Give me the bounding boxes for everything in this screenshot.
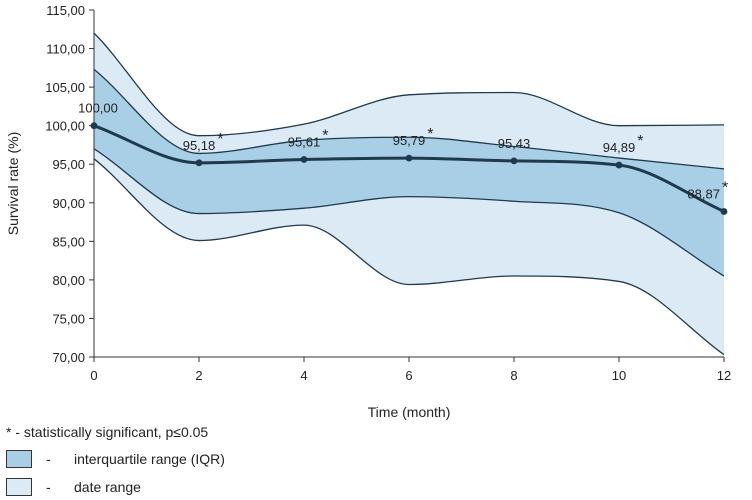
legend-item-range: - date range [6, 476, 225, 498]
y-tick-label: 85,00 [52, 234, 85, 249]
median-point [405, 154, 413, 162]
legend-dash: - [46, 479, 51, 495]
legend-item-iqr: - interquartile range (IQR) [6, 448, 225, 470]
legend-dash: - [46, 451, 51, 467]
y-tick-label: 80,00 [52, 273, 85, 288]
legend-swatch-iqr [6, 450, 32, 468]
data-label: 94,89 [603, 140, 636, 155]
date-range-band-upper-edge [93, 32, 725, 137]
x-tick-label: 8 [510, 368, 517, 383]
y-tick-label: 110,00 [46, 42, 85, 57]
y-tick-label: 95,00 [52, 157, 85, 172]
y-tick-label: 115,00 [46, 3, 85, 18]
median-point [720, 208, 728, 215]
x-tick-label: 12 [717, 368, 731, 383]
y-tick-label: 100,00 [45, 119, 85, 134]
x-tick-label: 4 [300, 368, 307, 383]
iqr-band-layer [93, 68, 725, 277]
legend-swatch-range [6, 478, 32, 496]
data-label: 95,79 [393, 133, 426, 148]
legend-label-range: date range [74, 479, 141, 495]
y-tick-label: 75,00 [52, 311, 85, 326]
legend-note: * - statistically significant, p≤0.05 [6, 424, 209, 440]
x-tick-label: 10 [612, 368, 626, 383]
data-label: 95,18 [183, 138, 216, 153]
y-axis-title: Survival rate (%) [5, 132, 21, 235]
data-label: 88,87 [687, 186, 720, 201]
axes: 70,00 75,00 80,00 85,00 90,00 95,00 100,00 105,… [5, 3, 731, 420]
survival-chart: 70,00 75,00 80,00 85,00 90,00 95,00 100,00 105,… [5, 3, 731, 420]
iqr-band-fill [94, 69, 724, 277]
iqr-band-lower-edge [93, 148, 725, 277]
significance-asterisk: * [722, 179, 728, 196]
y-tick-label: 90,00 [52, 196, 85, 211]
iqr-band-upper-edge [93, 68, 725, 170]
legend: * - statistically significant, p≤0.05 - … [6, 422, 225, 498]
x-tick-label: 6 [405, 368, 412, 383]
significance-asterisk: * [322, 128, 328, 145]
date-range-band-lower-edge [93, 158, 725, 356]
legend-label-iqr: interquartile range (IQR) [74, 451, 225, 467]
median-point [615, 161, 623, 169]
significance-asterisk: * [217, 131, 223, 148]
median-point [195, 159, 203, 167]
x-axis-title: Time (month) [368, 404, 451, 420]
median-line-layer [90, 122, 728, 215]
x-tick-label: 0 [90, 368, 97, 383]
data-label: 95,43 [498, 136, 531, 151]
median-point [90, 122, 98, 130]
y-tick-label: 105,00 [45, 80, 85, 95]
data-label: 95,61 [288, 135, 321, 150]
x-tick-label: 2 [195, 368, 202, 383]
data-label: 100,00 [78, 101, 118, 116]
median-point [300, 156, 308, 163]
significance-asterisk: * [427, 126, 433, 143]
y-tick-label: 70,00 [52, 350, 85, 365]
significance-asterisk: * [637, 133, 643, 150]
median-point [510, 157, 518, 165]
